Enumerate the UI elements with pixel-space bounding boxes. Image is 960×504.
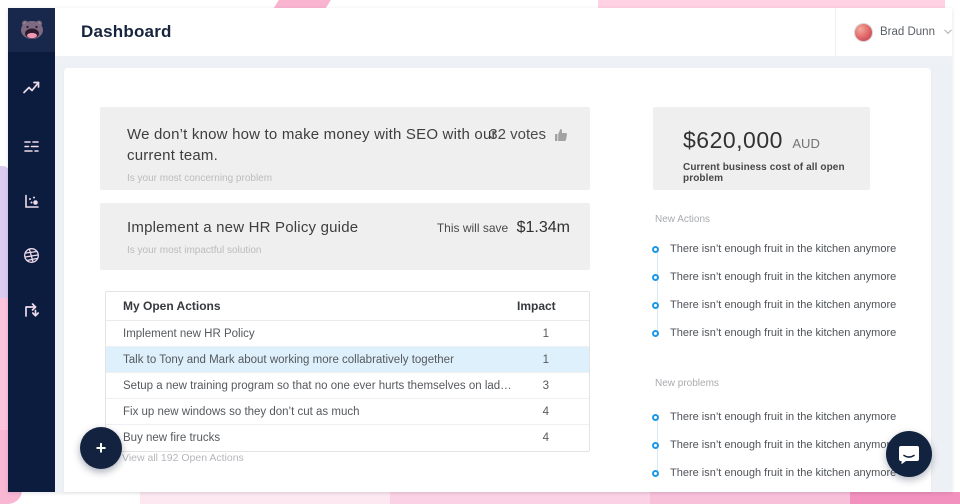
feed-text: There isn’t enough fruit in the kitchen … bbox=[670, 411, 897, 423]
table-row[interactable]: Talk to Tony and Mark about working more… bbox=[106, 347, 589, 373]
chat-bubble-icon bbox=[899, 445, 919, 464]
action-text: Implement new HR Policy bbox=[123, 327, 255, 340]
new-actions-feed: There isn’t enough fruit in the kitchen … bbox=[652, 235, 927, 347]
view-all-link[interactable]: View all 192 Open Actions bbox=[122, 452, 244, 464]
cost-amount: $620,000 bbox=[683, 127, 783, 153]
flow-arrows-icon bbox=[25, 302, 40, 317]
feed-item[interactable]: There isn’t enough fruit in the kitchen … bbox=[652, 291, 927, 319]
timeline-connector bbox=[657, 249, 658, 333]
feed-text: There isn’t enough fruit in the kitchen … bbox=[670, 439, 897, 451]
plus-icon: + bbox=[95, 437, 107, 458]
cost-caption: Current business cost of all open proble… bbox=[683, 162, 845, 184]
table-row[interactable]: Fix up new windows so they don’t cut as … bbox=[106, 399, 589, 425]
hippo-logo-icon bbox=[20, 20, 43, 39]
feed-item[interactable]: There isn’t enough fruit in the kitchen … bbox=[652, 235, 927, 263]
action-text: Fix up new windows so they don’t cut as … bbox=[123, 405, 360, 418]
sidebar-item-network[interactable] bbox=[8, 240, 55, 270]
network-globe-icon bbox=[24, 247, 39, 263]
bullet-icon bbox=[652, 469, 659, 477]
action-impact: 1 bbox=[542, 327, 549, 340]
feed-item[interactable]: There isn’t enough fruit in the kitchen … bbox=[652, 263, 927, 291]
avatar bbox=[854, 22, 873, 42]
table-row[interactable]: Setup a new training program so that no … bbox=[106, 373, 589, 399]
feed-text: There isn’t enough fruit in the kitchen … bbox=[670, 299, 897, 311]
action-impact: 4 bbox=[542, 432, 549, 444]
new-problems-label: New problems bbox=[655, 378, 719, 389]
chat-launcher-button[interactable] bbox=[886, 431, 932, 477]
pink-decoration bbox=[140, 492, 390, 504]
trend-chart-icon bbox=[23, 81, 40, 93]
business-cost-card: $620,000 AUD Current business cost of al… bbox=[653, 107, 870, 190]
feed-item[interactable]: There isn’t enough fruit in the kitchen … bbox=[652, 403, 927, 431]
savings-value: $1.34m bbox=[516, 219, 570, 236]
bullet-icon bbox=[652, 413, 659, 421]
top-solution-card: Implement a new HR Policy guide Is your … bbox=[100, 203, 590, 270]
thumbs-up-icon bbox=[555, 128, 568, 141]
bullet-icon bbox=[652, 441, 659, 449]
savings-label: This will save bbox=[436, 221, 509, 235]
sidebar-item-list[interactable] bbox=[8, 131, 55, 161]
problem-subtitle: Is your most concerning problem bbox=[127, 173, 273, 184]
feed-item[interactable]: There isn’t enough fruit in the kitchen … bbox=[652, 319, 927, 347]
cost-line: $620,000 AUD bbox=[683, 127, 870, 154]
sidebar-item-flows[interactable] bbox=[8, 296, 55, 326]
solution-savings: This will save $1.34m bbox=[437, 219, 570, 237]
table-body: Implement new HR Policy 1 Talk to Tony a… bbox=[106, 321, 589, 451]
bullet-icon bbox=[652, 329, 659, 337]
dashboard-panel: We don’t know how to make money with SEO… bbox=[64, 68, 931, 492]
table-header-row: My Open Actions Impact bbox=[106, 292, 589, 321]
feed-text: There isn’t enough fruit in the kitchen … bbox=[670, 271, 897, 283]
action-impact: 1 bbox=[542, 353, 549, 366]
content-area: We don’t know how to make money with SEO… bbox=[55, 57, 952, 492]
feed-text: There isn’t enough fruit in the kitchen … bbox=[670, 327, 897, 339]
problem-title: We don’t know how to make money with SEO… bbox=[127, 126, 497, 164]
top-problem-card: We don’t know how to make money with SEO… bbox=[100, 107, 590, 190]
table-header-impact: Impact bbox=[517, 299, 556, 313]
new-problems-feed: There isn’t enough fruit in the kitchen … bbox=[652, 403, 927, 487]
scatter-plot-icon bbox=[25, 194, 39, 208]
feed-text: There isn’t enough fruit in the kitchen … bbox=[670, 467, 897, 479]
pink-decoration bbox=[650, 492, 850, 504]
solution-subtitle: Is your most impactful solution bbox=[127, 245, 262, 256]
page-title: Dashboard bbox=[81, 22, 172, 41]
feed-item[interactable]: There isn’t enough fruit in the kitchen … bbox=[652, 431, 927, 459]
pink-decoration bbox=[390, 492, 650, 504]
bullet-icon bbox=[652, 245, 659, 253]
open-actions-table: My Open Actions Impact Implement new HR … bbox=[105, 291, 590, 452]
feed-item[interactable]: There isn’t enough fruit in the kitchen … bbox=[652, 459, 927, 487]
pink-decoration bbox=[850, 492, 960, 504]
table-header-title: My Open Actions bbox=[123, 299, 221, 313]
feed-text: There isn’t enough fruit in the kitchen … bbox=[670, 243, 897, 255]
pink-decoration bbox=[0, 298, 9, 450]
sidebar-item-trends[interactable] bbox=[8, 72, 55, 102]
pink-decoration bbox=[598, 0, 945, 10]
action-text: Setup a new training program so that no … bbox=[123, 379, 517, 392]
votes-button[interactable]: 32 votes bbox=[489, 126, 568, 143]
solution-title: Implement a new HR Policy guide bbox=[127, 219, 359, 236]
action-impact: 4 bbox=[542, 405, 549, 418]
sidebar-item-scatter[interactable] bbox=[8, 186, 55, 216]
votes-count: 32 votes bbox=[489, 126, 546, 143]
action-text: Buy new fire trucks bbox=[123, 432, 221, 444]
action-text: Talk to Tony and Mark about working more… bbox=[123, 353, 454, 366]
user-name: Brad Dunn bbox=[880, 26, 935, 38]
aligned-list-icon bbox=[24, 140, 39, 152]
action-impact: 3 bbox=[542, 379, 549, 392]
cost-currency: AUD bbox=[792, 136, 820, 151]
table-row[interactable]: Implement new HR Policy 1 bbox=[106, 321, 589, 347]
lavender-decoration bbox=[0, 166, 9, 302]
header: Dashboard Brad Dunn bbox=[55, 8, 952, 57]
app-window: Dashboard Brad Dunn We don’t know how to… bbox=[8, 8, 952, 492]
new-actions-label: New Actions bbox=[655, 214, 711, 225]
table-row[interactable]: Buy new fire trucks 4 bbox=[106, 425, 589, 451]
sidebar-logo[interactable] bbox=[8, 8, 55, 52]
sidebar bbox=[8, 8, 55, 492]
user-menu[interactable]: Brad Dunn bbox=[835, 8, 952, 56]
bullet-icon bbox=[652, 301, 659, 309]
chevron-down-icon bbox=[944, 29, 952, 35]
bullet-icon bbox=[652, 273, 659, 281]
add-button[interactable]: + bbox=[80, 427, 122, 469]
